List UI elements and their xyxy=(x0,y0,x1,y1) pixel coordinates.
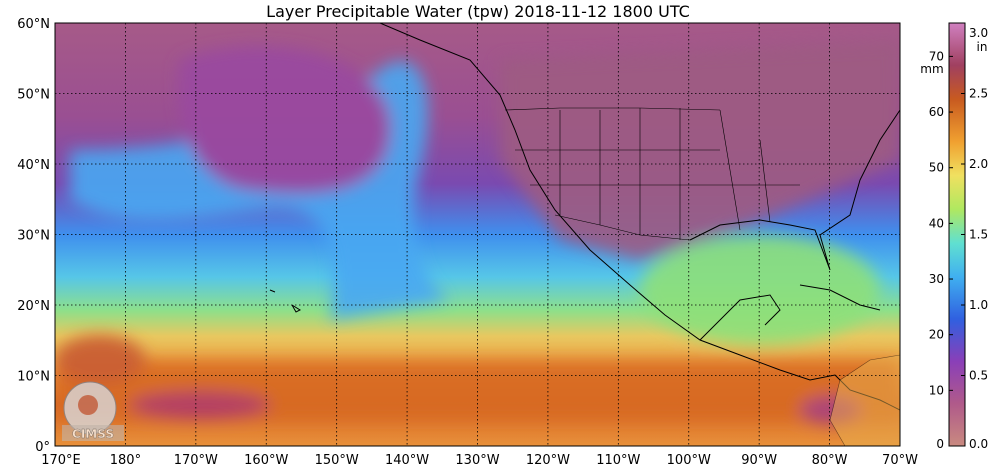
longitude-label: 170°W xyxy=(174,453,218,468)
map-panel xyxy=(55,23,900,446)
colorbar-in-label: 2.5 xyxy=(969,87,988,101)
latitude-label: 40°N xyxy=(17,158,50,173)
colorbar-in-unit: in xyxy=(977,40,988,54)
longitude-label: 170°E xyxy=(41,453,81,468)
cuba xyxy=(799,284,881,311)
graticule xyxy=(55,23,900,446)
north-america-west-coast xyxy=(379,23,900,411)
longitude-label: 160°W xyxy=(244,453,288,468)
latitude-label: 50°N xyxy=(17,88,50,103)
gulf-moisture xyxy=(640,235,880,345)
longitude-label: 150°W xyxy=(315,453,359,468)
state-lines-2 xyxy=(515,109,800,231)
longitude-label: 70°W xyxy=(882,453,918,468)
colorbar-mm-label: 60 xyxy=(929,105,944,119)
colorbar-mm-label: 50 xyxy=(929,161,944,175)
colorbar-in-label: 3.0 xyxy=(969,26,988,40)
longitude-label: 120°W xyxy=(526,453,570,468)
yucatan xyxy=(699,294,781,341)
dry-swirl xyxy=(178,46,391,194)
colorbar-mm-label: 10 xyxy=(929,383,944,397)
latitude-label: 20°N xyxy=(17,299,50,314)
latitude-label: 0° xyxy=(35,440,50,455)
colorbar-mm-ticks: 70 60 50 40 30 20 10 0 xyxy=(929,49,953,451)
colorbar-mm-label: 30 xyxy=(929,272,944,286)
wet-blob-3 xyxy=(55,335,145,385)
coastlines xyxy=(269,23,900,411)
logo-plate xyxy=(62,425,124,441)
map-frame xyxy=(54,22,901,447)
colorbar-mm-label: 0 xyxy=(936,437,944,451)
longitude-label: 80°W xyxy=(812,453,848,468)
political-borders xyxy=(504,107,800,241)
longitude-label: 100°W xyxy=(667,453,711,468)
longitude-label: 90°W xyxy=(741,453,777,468)
south-america-land xyxy=(829,354,900,446)
colorbar-in-ticks: 3.0 2.5 2.0 1.5 1.0 0.5 0.0 xyxy=(961,22,988,451)
colorbar-in-label: 0.5 xyxy=(969,369,988,383)
logo-globe-icon xyxy=(78,395,98,415)
colorbar-mm-label: 70 xyxy=(929,49,944,63)
colorbar-mm-label: 40 xyxy=(929,216,944,230)
south-america-outline xyxy=(829,354,900,446)
longitude-label: 140°W xyxy=(385,453,429,468)
latitude-label: 10°N xyxy=(17,370,50,385)
latitude-label: 30°N xyxy=(17,229,50,244)
moisture-features xyxy=(55,40,900,424)
longitude-label: 130°W xyxy=(455,453,499,468)
wet-blob-1 xyxy=(130,391,270,419)
logo-text: CIMSS xyxy=(72,427,114,441)
cimss-logo: CIMSS xyxy=(62,381,124,441)
latitude-labels: 60°N 50°N 40°N 30°N 20°N 10°N 0° xyxy=(17,17,50,455)
colorbar-mm-unit: mm xyxy=(920,62,943,76)
us-mexico-border xyxy=(554,214,691,241)
longitude-labels: 170°E 180° 170°W 160°W 150°W 140°W 130°W 120°W 1… xyxy=(41,453,918,468)
colorbar-in-label: 2.0 xyxy=(969,157,988,171)
hawaii xyxy=(269,289,302,313)
latitude-label: 60°N xyxy=(17,17,50,32)
colorbar-in-label: 1.0 xyxy=(969,298,988,312)
colorbar: 70 60 50 40 30 20 10 0 3.0 2.5 2.0 1.5 1.0 0.5 0.0 mm… xyxy=(920,22,988,451)
gulf-coast xyxy=(689,109,900,271)
state-lines-1 xyxy=(559,108,681,240)
longitude-label: 110°W xyxy=(596,453,640,468)
longitude-label: 180° xyxy=(110,453,141,468)
figure-title: Layer Precipitable Water (tpw) 2018-11-1… xyxy=(266,2,690,21)
colorbar-in-label: 1.5 xyxy=(969,228,988,242)
colorbar-in-label: 0.0 xyxy=(969,437,988,451)
colorbar-mm-label: 20 xyxy=(929,328,944,342)
